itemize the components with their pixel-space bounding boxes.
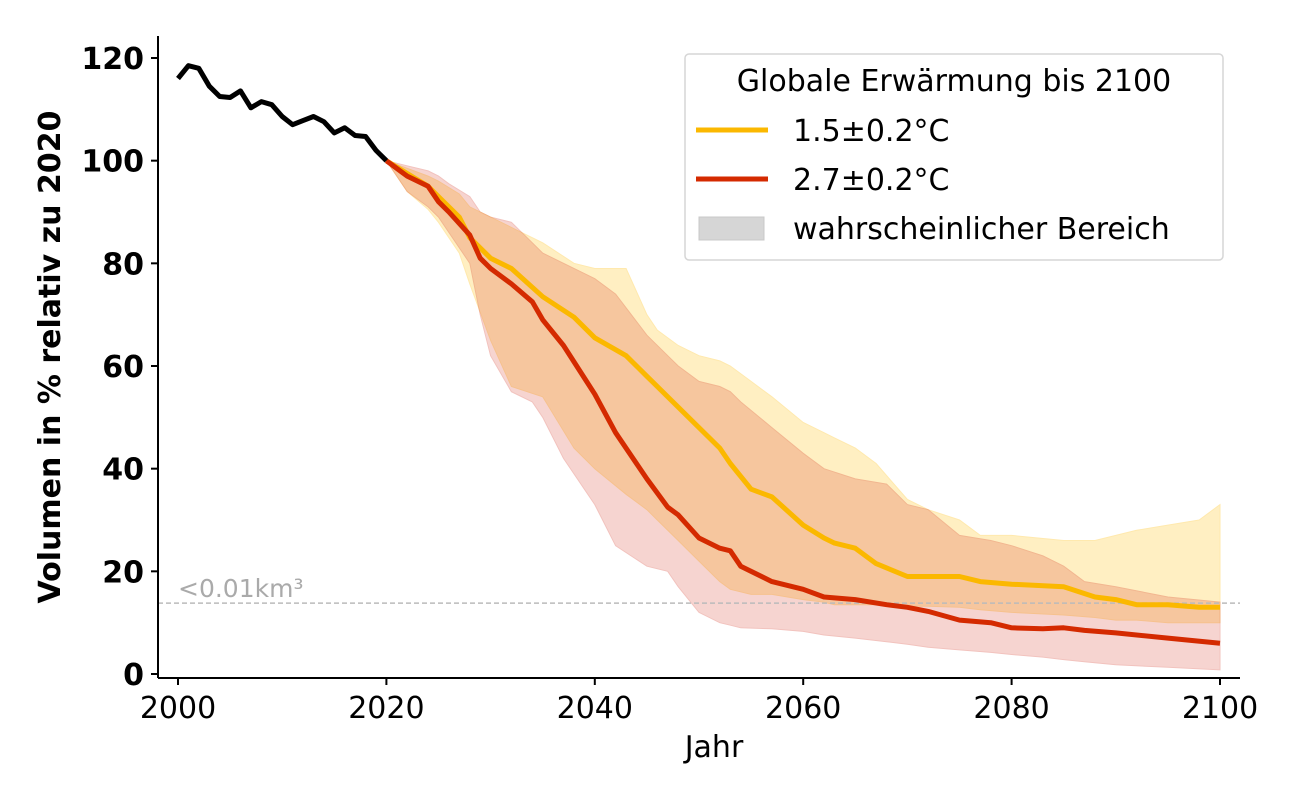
x-tick-label: 2020 [348,691,424,726]
legend-box [684,53,1224,261]
y-tick-label: 80 [102,247,144,282]
legend-label: 2.7±0.2°C [793,163,950,198]
legend-entry: wahrscheinlicher Bereich [698,212,1170,247]
series-line-historisch [176,63,389,163]
y-tick-label: 0 [123,658,144,693]
legend-label: 1.5±0.2°C [793,114,950,149]
legend-entry: 1.5±0.2°C [696,114,950,149]
legend: Globale Erwärmung bis 2100 1.5±0.2°C 2.7±… [684,53,1224,261]
legend-title: Globale Erwärmung bis 2100 [737,64,1171,99]
y-tick-label: 20 [102,555,144,590]
legend-entry: 2.7±0.2°C [696,163,950,198]
x-tick-label: 2040 [557,691,633,726]
x-tick-label: 2060 [765,691,841,726]
series-lines [176,63,1221,646]
y-tick-label: 60 [102,350,144,385]
x-axis-title: Jahr [683,730,744,765]
legend-label: wahrscheinlicher Bereich [793,212,1170,247]
band-2702C [385,159,1221,671]
y-tick-label: 100 [81,145,144,180]
reference-line-group: <0.01km³ [158,574,1240,604]
y-ticks: 0 20 40 60 80 100 120 [81,42,158,693]
x-ticks: 2000 2020 2040 2060 2080 2100 [140,678,1258,726]
legend-swatch-patch [698,216,765,241]
x-tick-label: 2080 [973,691,1049,726]
y-axis-title: Volumen in % relativ zu 2020 [33,111,68,604]
reference-line-label: <0.01km³ [178,574,303,603]
y-tick-label: 120 [81,42,144,77]
x-tick-label: 2100 [1182,691,1258,726]
y-tick-label: 40 [102,453,144,488]
uncertainty-bands [385,159,1221,671]
legend-entries: 1.5±0.2°C 2.7±0.2°C wahrscheinlicher Berei… [696,114,1170,247]
series-line-1502C [385,158,1220,610]
series-line-2702C [384,158,1221,646]
x-tick-label: 2000 [140,691,216,726]
